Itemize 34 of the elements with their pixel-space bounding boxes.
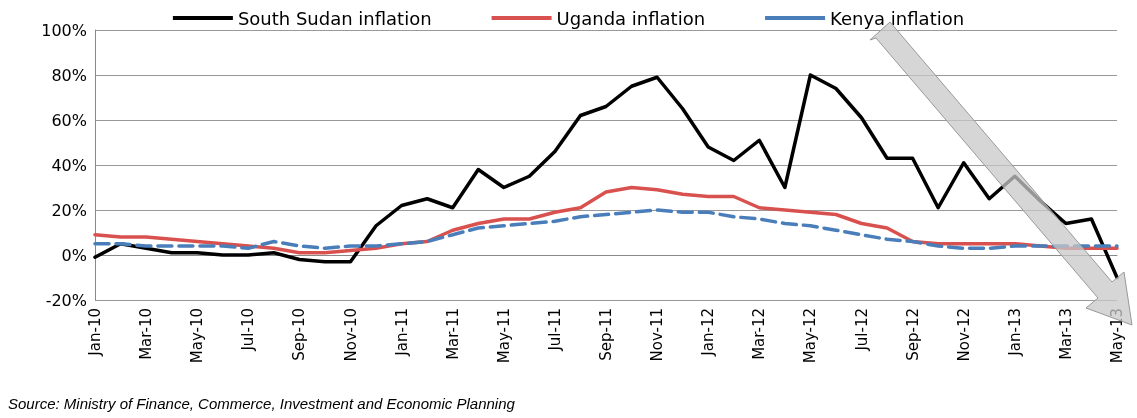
- x-tick-label: May-13: [1108, 308, 1126, 364]
- y-tick-label: 40%: [51, 155, 87, 175]
- y-tick-label: 60%: [51, 110, 87, 130]
- y-tick-label: 100%: [41, 20, 87, 40]
- y-tick-label: 80%: [51, 65, 87, 85]
- x-tick-label: Jan-10: [86, 308, 104, 357]
- legend-label: Kenya inflation: [830, 7, 965, 29]
- x-tick-label: Jan-13: [1005, 308, 1024, 357]
- x-tick-label: Mar-13: [1056, 308, 1075, 360]
- y-tick-label: 0%: [61, 245, 87, 265]
- x-tick-label: Jul-11: [545, 308, 564, 352]
- x-tick-label: Jul-10: [239, 308, 258, 352]
- x-tick-label: Mar-10: [137, 308, 156, 360]
- legend-label: Uganda inflation: [556, 7, 706, 29]
- x-tick-label: Jan-12: [699, 308, 718, 357]
- legend-label: South Sudan inflation: [237, 7, 432, 29]
- x-tick-label: Jul-12: [852, 308, 871, 352]
- x-tick-label: Mar-12: [750, 308, 769, 360]
- x-tick-label: Nov-11: [648, 308, 667, 362]
- x-tick-label: Mar-11: [443, 308, 462, 360]
- x-tick-label: May-11: [494, 308, 513, 364]
- x-tick-label: Sep-12: [903, 308, 922, 361]
- x-tick-label: Sep-11: [597, 308, 615, 361]
- x-tick-label: Jan-11: [392, 308, 411, 357]
- x-tick-label: May-12: [801, 308, 820, 364]
- line-series: [93, 73, 1119, 280]
- line-series: [93, 208, 1119, 250]
- x-tick-label: Nov-10: [341, 308, 360, 362]
- y-tick-label: -20%: [45, 290, 87, 310]
- x-tick-label: May-10: [188, 308, 207, 364]
- x-tick-label: Sep-10: [290, 308, 309, 361]
- source-note: Source: Ministry of Finance, Commerce, Investment and Economic Planning: [8, 395, 515, 412]
- x-tick-label: Nov-12: [954, 308, 973, 362]
- y-tick-label: 20%: [51, 200, 87, 220]
